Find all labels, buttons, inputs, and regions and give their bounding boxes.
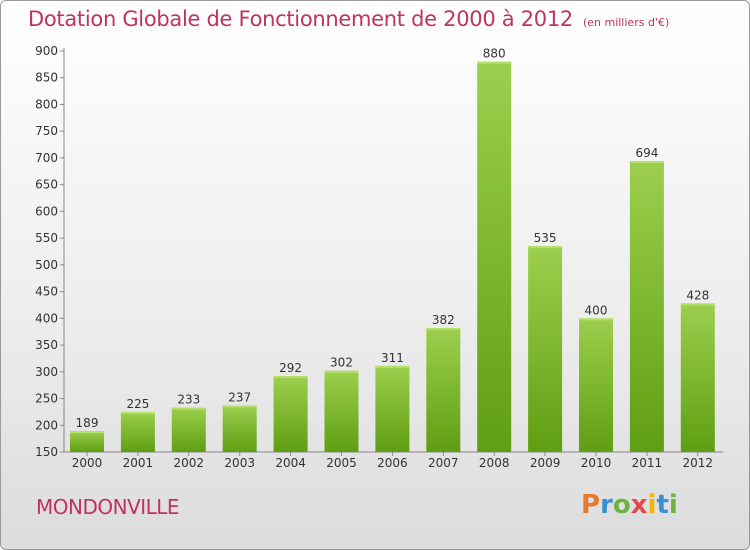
x-tick-label: 2012: [683, 456, 714, 470]
bar-value-label: 237: [228, 390, 251, 404]
bar-value-label: 311: [381, 351, 404, 365]
bar-top-highlight: [273, 376, 308, 379]
bar: [171, 407, 206, 452]
logo-letter: x: [630, 490, 648, 520]
bar: [579, 318, 613, 452]
y-tick-label: 450: [35, 285, 58, 299]
y-tick-label: 200: [35, 418, 58, 432]
y-tick-label: 550: [35, 231, 58, 245]
bar-top-highlight: [579, 318, 613, 321]
x-tick-label: 2010: [581, 456, 612, 470]
x-tick-label: 2011: [632, 456, 663, 470]
y-tick-label: 800: [35, 97, 58, 111]
bar-top-highlight: [120, 411, 155, 414]
commune-name: MONDONVILLE: [36, 495, 180, 519]
x-tick-label: 2000: [72, 456, 103, 470]
logo-letter: t: [656, 490, 669, 520]
x-tick-label: 2007: [428, 456, 459, 470]
bar: [375, 365, 410, 452]
y-tick-label: 600: [35, 204, 58, 218]
y-tick-label: 650: [35, 178, 58, 192]
bar: [70, 431, 104, 452]
bar-top-highlight: [477, 61, 512, 64]
bar-value-label: 400: [585, 303, 608, 317]
logo-letter: i: [647, 490, 657, 520]
logo-letter: P: [581, 490, 601, 520]
bar: [120, 411, 155, 452]
chart-title: Dotation Globale de Fonctionnement de 20…: [28, 7, 573, 31]
y-tick-label: 500: [35, 258, 58, 272]
y-tick-label: 300: [35, 365, 58, 379]
x-tick-label: 2008: [479, 456, 510, 470]
y-tick-label: 700: [35, 151, 58, 165]
bar-value-label: 302: [330, 356, 353, 370]
x-tick-label: 2001: [123, 456, 154, 470]
bar: [273, 376, 308, 452]
bar-top-highlight: [680, 303, 715, 306]
y-tick-label: 750: [35, 124, 58, 138]
logo-letter: i: [668, 490, 678, 520]
bar-value-label: 233: [177, 393, 200, 407]
x-tick-label: 2006: [377, 456, 408, 470]
proxiti-logo: Proxiti: [581, 490, 678, 520]
bar-top-highlight: [171, 407, 206, 410]
bar-value-label: 428: [686, 288, 709, 302]
bar-top-highlight: [375, 365, 410, 368]
bar: [680, 303, 715, 452]
x-tick-label: 2003: [224, 456, 255, 470]
bar-top-highlight: [324, 370, 359, 373]
bar-top-highlight: [629, 161, 664, 164]
bar-top-highlight: [222, 405, 257, 408]
y-tick-label: 850: [35, 71, 58, 85]
bar-value-label: 225: [126, 397, 149, 411]
bar-top-highlight: [528, 246, 563, 249]
bar: [528, 246, 563, 452]
x-tick-label: 2002: [174, 456, 205, 470]
x-tick-label: 2004: [275, 456, 306, 470]
bar: [222, 405, 257, 452]
bar-value-label: 189: [76, 416, 99, 430]
chart-unit-note: (en milliers d'€): [582, 16, 670, 29]
bar-value-label: 382: [432, 313, 455, 327]
title-row: Dotation Globale de Fonctionnement de 20…: [28, 7, 669, 31]
bar: [324, 370, 359, 452]
bar-value-label: 535: [534, 231, 557, 245]
logo-letter: r: [600, 490, 613, 520]
y-tick-label: 250: [35, 392, 58, 406]
bar: [477, 61, 512, 453]
bar: [426, 327, 461, 452]
bar-value-label: 292: [279, 361, 302, 375]
bar-value-label: 694: [635, 146, 658, 160]
x-tick-label: 2005: [326, 456, 357, 470]
y-tick-label: 400: [35, 311, 58, 325]
y-tick-label: 150: [35, 445, 58, 459]
y-tick-label: 350: [35, 338, 58, 352]
bar: [629, 161, 664, 452]
bar-top-highlight: [70, 431, 104, 434]
x-tick-label: 2009: [530, 456, 561, 470]
y-tick-label: 900: [35, 44, 58, 58]
logo-letter: o: [612, 490, 631, 520]
bar-top-highlight: [426, 327, 461, 330]
bar-value-label: 880: [483, 47, 506, 61]
